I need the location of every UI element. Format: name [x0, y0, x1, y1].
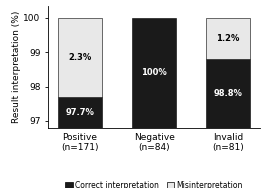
Bar [206, 59, 250, 128]
Bar [58, 97, 102, 128]
Text: 97.7%: 97.7% [66, 108, 95, 117]
Text: 1.2%: 1.2% [217, 34, 240, 43]
Y-axis label: Result interpretation (%): Result interpretation (%) [12, 11, 21, 123]
Bar [206, 18, 250, 59]
Bar [132, 18, 176, 128]
Text: 98.8%: 98.8% [214, 89, 243, 98]
Text: 100%: 100% [141, 68, 167, 77]
Text: 2.3%: 2.3% [68, 53, 92, 62]
Bar [58, 18, 102, 97]
Legend: Correct interpretation, Misinterpretation: Correct interpretation, Misinterpretatio… [62, 178, 246, 188]
